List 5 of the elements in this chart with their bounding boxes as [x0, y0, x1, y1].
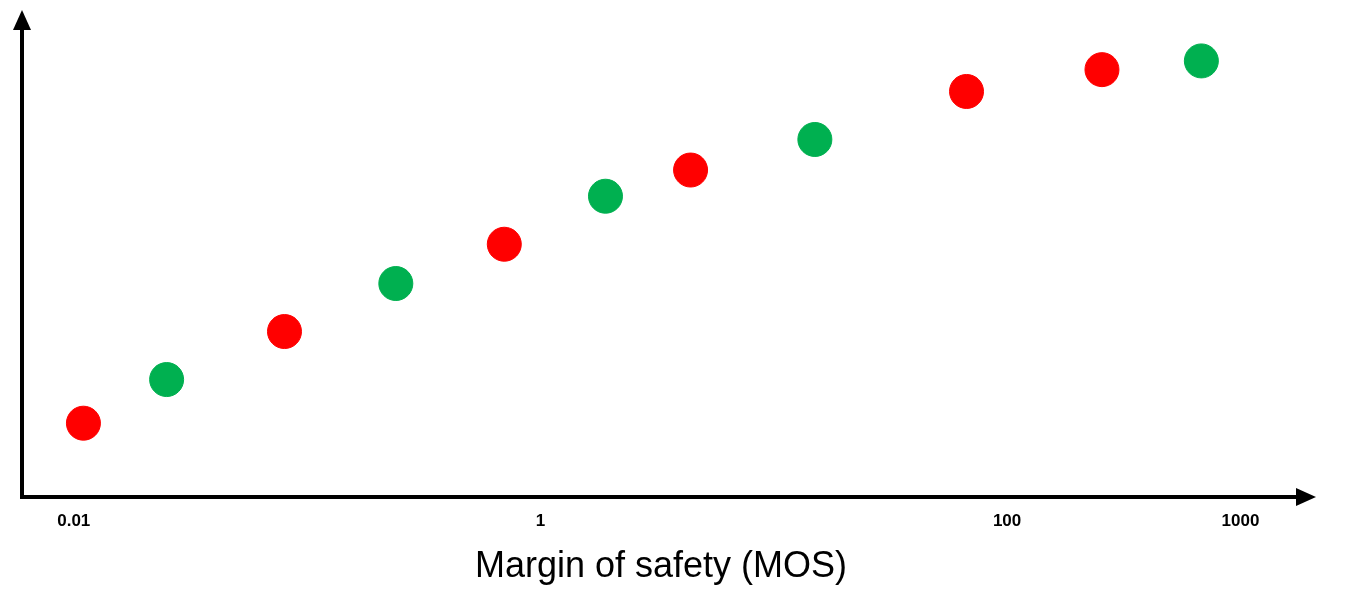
x-axis-title: Margin of safety (MOS) — [474, 544, 848, 586]
x-tick-label: 0.01 — [57, 511, 91, 531]
x-tick-label: 100 — [992, 511, 1022, 531]
x-tick-label: 1 — [535, 511, 546, 531]
x-tick-label: 1000 — [1221, 511, 1260, 531]
